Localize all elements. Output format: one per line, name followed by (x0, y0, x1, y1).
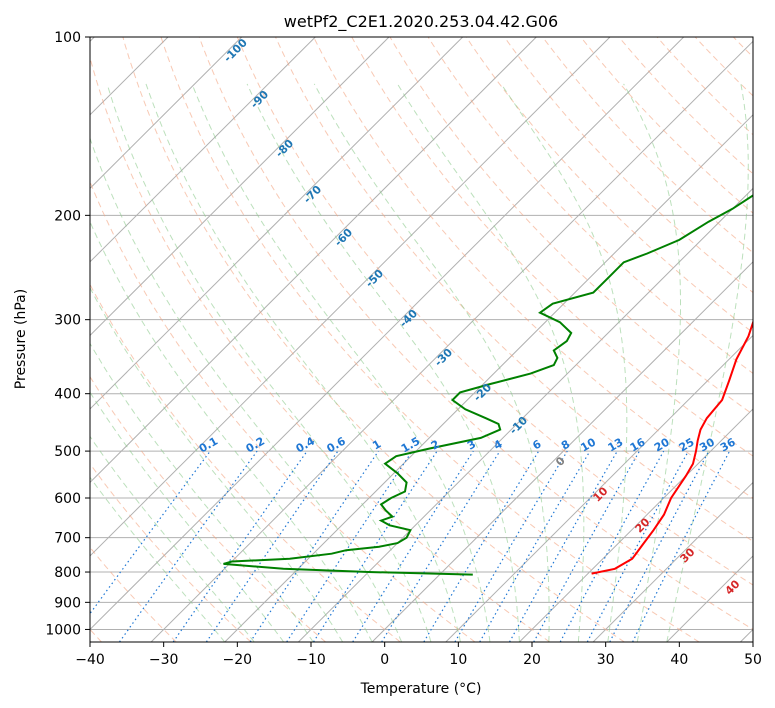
moist-adiabat-line (106, 83, 432, 642)
isotherm-line (445, 334, 753, 642)
moist-adiabat-line (90, 342, 314, 642)
moist-adiabat-line (623, 83, 681, 642)
dry-adiabat-line (90, 55, 550, 642)
background-lines (90, 37, 753, 642)
mixing-ratio-line (286, 450, 413, 642)
plot-frame (89, 36, 754, 643)
dry-adiabat-line (351, 37, 753, 457)
x-tick-label: −40 (75, 652, 105, 668)
mixing-ratio-line (423, 450, 540, 642)
dewpoint-profile-line (223, 194, 753, 576)
y-tick-label: 500 (54, 444, 81, 460)
y-tick-label: 800 (54, 565, 81, 581)
y-tick-label: 900 (54, 595, 81, 611)
moist-adiabat-line (145, 83, 461, 642)
dry-adiabat-line (618, 37, 753, 175)
isotherm-line (90, 37, 390, 337)
isotherm-line (371, 261, 753, 642)
moist-adiabat-line (90, 391, 285, 642)
moist-adiabat-line (666, 83, 749, 642)
isotherm-line (90, 37, 243, 190)
x-tick-label: −10 (296, 652, 326, 668)
x-tick-label: 30 (597, 652, 615, 668)
x-tick-label: −20 (223, 652, 253, 668)
x-axis: −40 −30 −20 −10 0 10 20 30 40 50 (75, 642, 762, 668)
moist-adiabat-line (90, 435, 255, 642)
dry-adiabat-line (465, 37, 753, 334)
moist-adiabat-line (90, 136, 403, 642)
x-tick-label: −30 (149, 652, 179, 668)
y-axis: 100 200 300 400 500 600 700 800 900 1000 (45, 30, 90, 638)
x-axis-title: Temperature (°C) (360, 681, 482, 697)
moist-adiabat-line (500, 83, 628, 642)
dry-adiabat-line (122, 37, 625, 642)
dry-adiabat-line (313, 37, 753, 499)
dry-adiabat-line (90, 283, 401, 642)
moist-adiabat-line (246, 83, 520, 642)
dry-adiabat-line (236, 37, 753, 586)
dry-adiabat-line (275, 37, 753, 542)
isotherm-line (90, 37, 537, 484)
isotherm-line (592, 481, 753, 642)
temperature-profile-line (591, 319, 753, 575)
moist-adiabat-line (90, 286, 344, 642)
isotherm-line (90, 37, 611, 557)
y-tick-label: 1000 (45, 622, 81, 638)
mixing-ratio-line (559, 450, 665, 642)
isotherm-line (90, 37, 464, 410)
x-tick-label: 50 (744, 652, 762, 668)
mixing-ratio-line (312, 450, 438, 642)
moist-adiabat-line (313, 83, 550, 642)
mixing-ratio-line (352, 450, 474, 642)
mixing-ratio-line (454, 450, 568, 642)
moist-adiabat-line (90, 220, 373, 642)
mixing-ratio-line (249, 450, 379, 642)
dry-adiabat-line (580, 37, 753, 214)
isotherm-line (90, 37, 316, 263)
mixing-ratio-line (381, 450, 501, 642)
mixing-ratio-line (205, 450, 339, 642)
data-series (223, 194, 753, 576)
mixing-ratio-line (586, 450, 689, 642)
dry-adiabat-line (503, 37, 753, 294)
isotherm-line (90, 37, 685, 631)
y-tick-label: 300 (54, 313, 81, 329)
y-axis-title: Pressure (hPa) (13, 289, 29, 389)
y-tick-label: 100 (54, 30, 81, 46)
x-tick-label: 40 (670, 652, 688, 668)
isotherm-line (150, 40, 753, 642)
chart-title: wetPf2_C2E1.2020.253.04.42.G06 (284, 12, 558, 32)
moist-adiabat-line (191, 83, 491, 642)
y-tick-label: 200 (54, 208, 81, 224)
dry-adiabat-line (90, 462, 252, 642)
x-tick-label: 20 (523, 652, 541, 668)
isotherm-line (224, 114, 753, 642)
dry-adiabat-line (389, 37, 753, 416)
y-tick-label: 400 (54, 387, 81, 403)
y-tick-label: 600 (54, 491, 81, 507)
x-tick-label: 10 (449, 652, 467, 668)
dry-adiabat-line (160, 37, 700, 642)
y-tick-label: 700 (54, 531, 81, 547)
isotherm-line (519, 408, 753, 642)
dry-adiabat-line (198, 37, 753, 631)
x-tick-label: 0 (380, 652, 389, 668)
moist-adiabat-line (90, 476, 226, 642)
